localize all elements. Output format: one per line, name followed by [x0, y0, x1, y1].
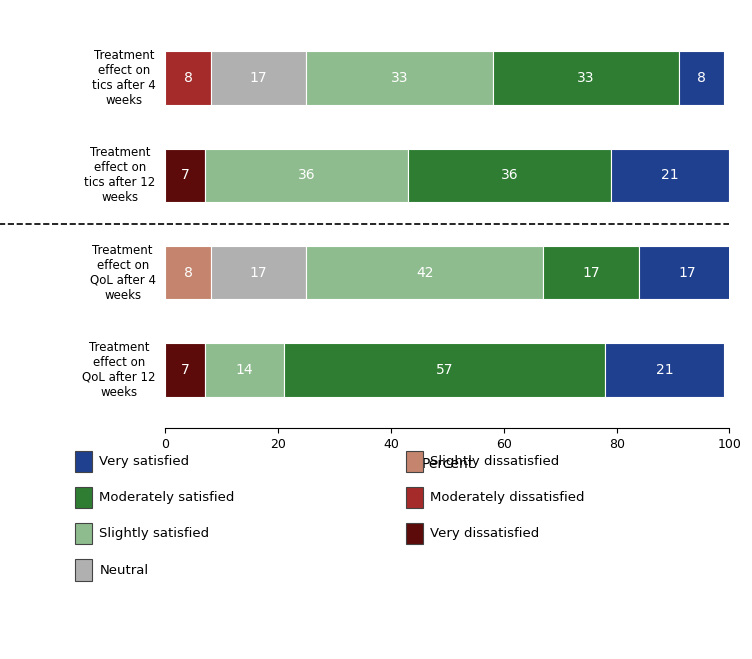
Bar — [605, 343, 723, 397]
Text: 36: 36 — [298, 169, 315, 183]
X-axis label: Percent: Percent — [421, 457, 474, 471]
Text: 21: 21 — [656, 363, 673, 377]
Bar — [493, 51, 678, 105]
Text: 33: 33 — [577, 71, 594, 85]
Text: 8: 8 — [697, 71, 705, 85]
Bar — [205, 343, 284, 397]
Bar — [165, 343, 205, 397]
Text: Very dissatisfied: Very dissatisfied — [430, 527, 539, 540]
Bar — [307, 51, 493, 105]
Bar — [679, 51, 723, 105]
Bar — [165, 149, 205, 202]
Text: 17: 17 — [250, 71, 267, 85]
Text: Slightly satisfied: Slightly satisfied — [99, 527, 209, 540]
Bar — [165, 246, 211, 299]
Text: 7: 7 — [180, 169, 190, 183]
Bar — [611, 149, 729, 202]
Bar — [408, 149, 611, 202]
Bar — [211, 51, 307, 105]
Bar — [165, 51, 211, 105]
Text: 17: 17 — [250, 266, 267, 279]
Text: 8: 8 — [183, 266, 193, 279]
Bar — [639, 246, 735, 299]
Text: 36: 36 — [501, 169, 518, 183]
Text: 33: 33 — [391, 71, 408, 85]
Bar — [205, 149, 408, 202]
Text: 17: 17 — [583, 266, 600, 279]
Text: 8: 8 — [183, 71, 193, 85]
Text: Neutral: Neutral — [99, 563, 148, 577]
Text: 42: 42 — [416, 266, 434, 279]
Text: 17: 17 — [678, 266, 696, 279]
Text: 21: 21 — [662, 169, 679, 183]
Text: Very satisfied: Very satisfied — [99, 455, 190, 468]
Bar — [307, 246, 543, 299]
Text: Moderately dissatisfied: Moderately dissatisfied — [430, 491, 584, 504]
Bar — [284, 343, 605, 397]
Bar — [211, 246, 307, 299]
Text: 7: 7 — [180, 363, 190, 377]
Bar — [543, 246, 639, 299]
Text: 57: 57 — [436, 363, 453, 377]
Text: 14: 14 — [235, 363, 253, 377]
Text: Moderately satisfied: Moderately satisfied — [99, 491, 235, 504]
Text: Slightly dissatisfied: Slightly dissatisfied — [430, 455, 559, 468]
